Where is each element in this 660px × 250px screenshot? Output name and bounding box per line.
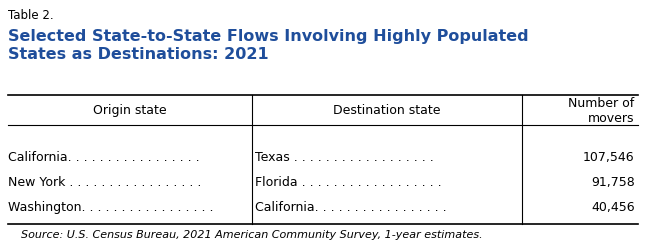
Text: New York . . . . . . . . . . . . . . . . .: New York . . . . . . . . . . . . . . . .… bbox=[8, 176, 201, 188]
Text: California. . . . . . . . . . . . . . . . .: California. . . . . . . . . . . . . . . … bbox=[8, 151, 199, 164]
Text: 107,546: 107,546 bbox=[583, 151, 635, 164]
Text: Origin state: Origin state bbox=[93, 104, 167, 117]
Text: Table 2.: Table 2. bbox=[8, 9, 53, 22]
Text: 91,758: 91,758 bbox=[591, 176, 635, 188]
Text: Selected State-to-State Flows Involving Highly Populated
States as Destinations:: Selected State-to-State Flows Involving … bbox=[8, 28, 529, 62]
Text: Source: U.S. Census Bureau, 2021 American Community Survey, 1-year estimates.: Source: U.S. Census Bureau, 2021 America… bbox=[20, 229, 482, 239]
Text: 40,456: 40,456 bbox=[591, 200, 635, 213]
Text: Florida . . . . . . . . . . . . . . . . . .: Florida . . . . . . . . . . . . . . . . … bbox=[255, 176, 442, 188]
Text: Destination state: Destination state bbox=[333, 104, 441, 117]
Text: California. . . . . . . . . . . . . . . . .: California. . . . . . . . . . . . . . . … bbox=[255, 200, 447, 213]
Text: Number of
movers: Number of movers bbox=[568, 96, 635, 124]
Text: Washington. . . . . . . . . . . . . . . . .: Washington. . . . . . . . . . . . . . . … bbox=[8, 200, 213, 213]
Text: Texas . . . . . . . . . . . . . . . . . .: Texas . . . . . . . . . . . . . . . . . … bbox=[255, 151, 434, 164]
